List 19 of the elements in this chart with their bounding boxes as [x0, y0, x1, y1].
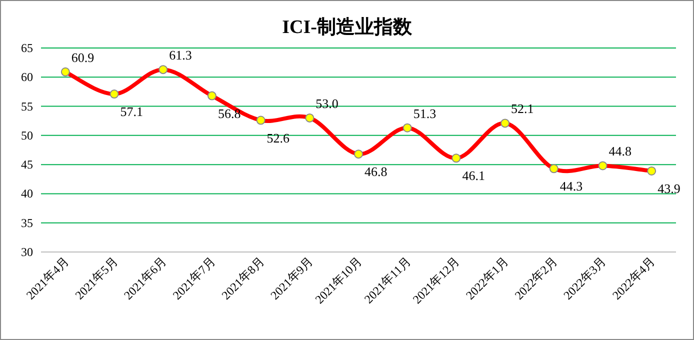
data-label: 56.8 — [218, 106, 241, 121]
data-label: 46.1 — [462, 168, 485, 184]
data-label: 46.8 — [364, 164, 388, 180]
data-label: 43.9 — [658, 180, 680, 196]
data-label: 44.8 — [608, 144, 632, 159]
data-label: 60.9 — [71, 50, 94, 65]
y-tick-label: 30 — [21, 245, 33, 259]
data-label: 51.3 — [413, 106, 436, 121]
data-label: 61.3 — [169, 48, 192, 63]
y-tick-label: 55 — [21, 99, 33, 114]
y-tick-label: 35 — [21, 216, 33, 230]
y-tick-label: 65 — [21, 41, 33, 55]
data-label: 57.1 — [120, 104, 144, 120]
chart-title: ICI-制造业指数 — [282, 16, 413, 38]
y-tick-label: 50 — [21, 128, 33, 142]
data-label: 44.3 — [560, 178, 583, 194]
y-tick-label: 60 — [21, 70, 33, 84]
y-tick-label: 40 — [21, 186, 33, 201]
y-tick-label: 45 — [21, 158, 33, 172]
